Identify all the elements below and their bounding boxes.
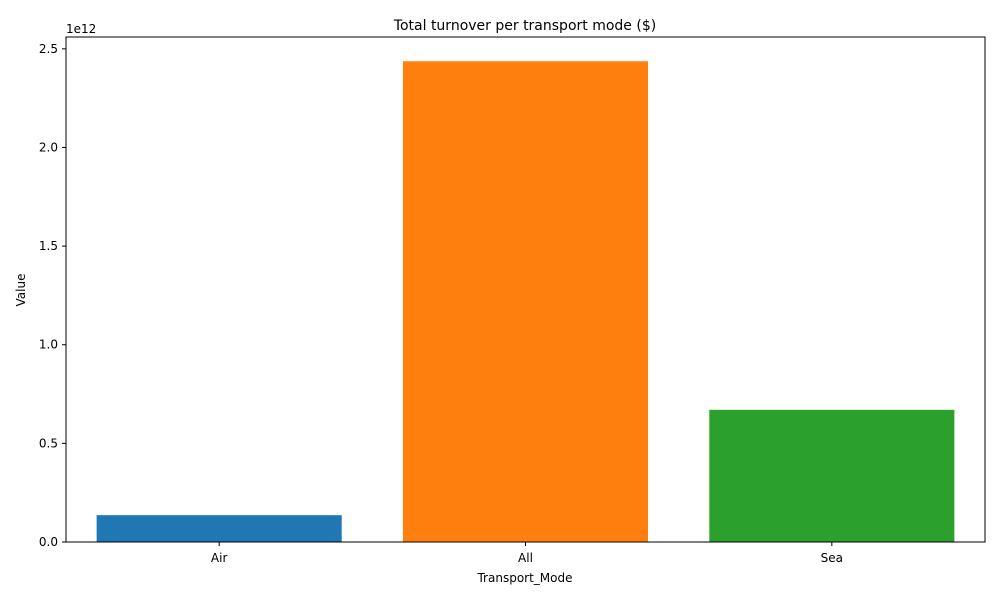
y-axis-offset-label: 1e12	[66, 22, 96, 36]
x-axis-label: Transport_Mode	[476, 571, 572, 585]
y-tick-label: 0.0	[39, 535, 58, 549]
x-tick-label: Air	[211, 551, 228, 565]
x-tick-label: All	[518, 551, 533, 565]
y-tick-label: 2.0	[39, 140, 58, 154]
y-tick-label: 2.5	[39, 42, 58, 56]
bars-group	[96, 61, 955, 542]
y-axis-ticks: 0.0 0.5 1.0 1.5 2.0 2.5	[39, 42, 66, 549]
x-axis-ticks: Air All Sea	[211, 542, 843, 565]
bar-all	[402, 61, 649, 542]
y-tick-label: 0.5	[39, 436, 58, 450]
bar-air	[96, 515, 342, 542]
chart-title: Total turnover per transport mode ($)	[393, 18, 656, 34]
y-tick-label: 1.5	[39, 239, 58, 253]
plot-frame	[65, 36, 986, 543]
y-tick-label: 1.0	[39, 338, 58, 352]
x-tick-label: Sea	[821, 551, 843, 565]
y-axis-label: Value	[14, 274, 28, 307]
bar-sea	[709, 409, 955, 542]
